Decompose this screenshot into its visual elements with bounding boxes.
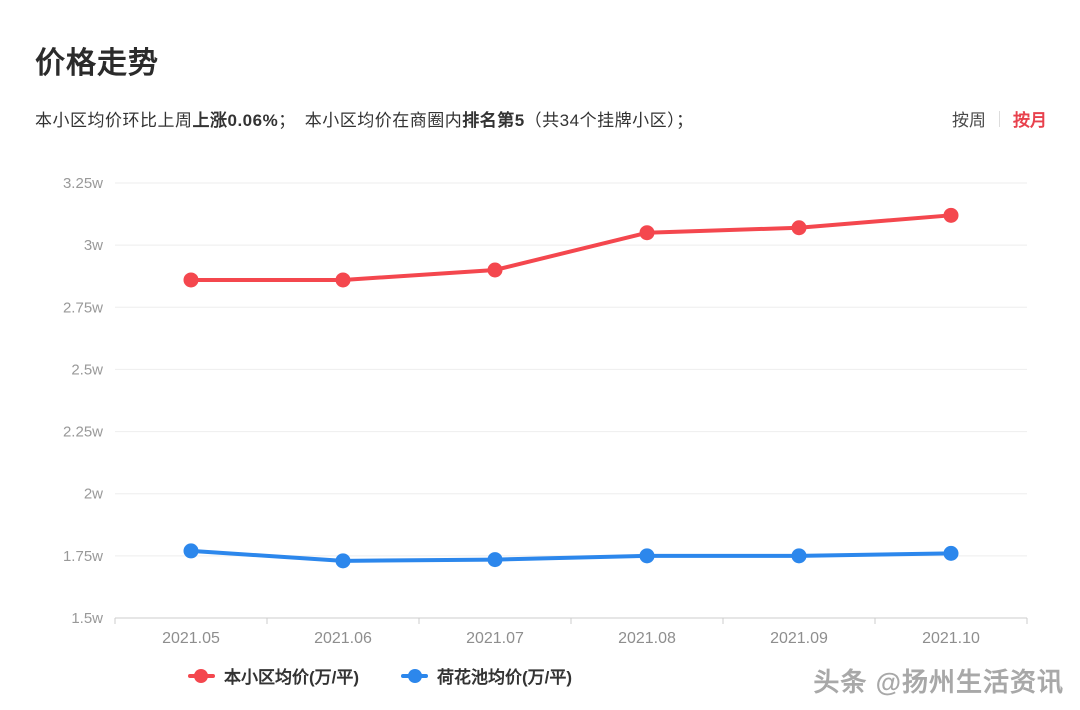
svg-text:2.25w: 2.25w xyxy=(63,424,103,441)
svg-text:2021.10: 2021.10 xyxy=(922,630,980,647)
watermark-text: 头条 @扬州生活资讯 xyxy=(813,667,1064,697)
svg-text:2021.07: 2021.07 xyxy=(466,630,524,647)
svg-text:2.5w: 2.5w xyxy=(71,361,103,378)
summary-seg-6: （共34个挂牌小区）； xyxy=(524,111,694,130)
by-week-tab[interactable]: 按周 xyxy=(952,111,986,130)
legend-label-community: 本小区均价(万/平) xyxy=(223,668,359,687)
svg-text:3.25w: 3.25w xyxy=(63,175,103,192)
legend-item-community[interactable]: 本小区均价(万/平) xyxy=(187,663,359,688)
red-series-marker xyxy=(187,673,215,678)
svg-text:2021.08: 2021.08 xyxy=(618,630,676,647)
svg-text:2w: 2w xyxy=(84,486,103,503)
summary-seg-3: ； xyxy=(278,111,305,130)
by-month-tab[interactable]: 按月 xyxy=(1013,111,1047,130)
summary-text: 本小区均价环比上周上涨0.06%； 本小区均价在商圈内排名第5（共34个挂牌小区… xyxy=(35,106,694,131)
summary-rank-value: 排名第5 xyxy=(462,111,525,130)
page-title: 价格走势 xyxy=(35,47,159,80)
svg-text:3w: 3w xyxy=(84,237,103,254)
period-toggle: 按周 按月 xyxy=(952,106,1047,131)
svg-text:2021.06: 2021.06 xyxy=(314,630,372,647)
summary-change-value: 上涨0.06% xyxy=(192,111,279,130)
svg-text:2.75w: 2.75w xyxy=(63,299,103,316)
legend-item-hehuachi[interactable]: 荷花池均价(万/平) xyxy=(401,663,572,688)
legend-label-hehuachi: 荷花池均价(万/平) xyxy=(437,668,573,687)
watermark: 头条 @扬州生活资讯 xyxy=(813,662,1064,699)
toggle-divider xyxy=(999,110,1000,127)
svg-text:1.75w: 1.75w xyxy=(63,548,103,565)
summary-seg-4: 本小区均价在商圈内 xyxy=(304,111,463,130)
blue-series-marker xyxy=(401,673,428,678)
summary-row: 本小区均价环比上周上涨0.06%； 本小区均价在商圈内排名第5（共34个挂牌小区… xyxy=(35,106,1047,131)
summary-seg-1: 本小区均价环比上周 xyxy=(35,111,193,130)
chart-legend: 本小区均价(万/平) 荷花池均价(万/平) xyxy=(0,663,760,688)
svg-text:1.5w: 1.5w xyxy=(71,610,103,627)
svg-text:2021.09: 2021.09 xyxy=(770,630,828,647)
svg-text:2021.05: 2021.05 xyxy=(162,630,220,647)
